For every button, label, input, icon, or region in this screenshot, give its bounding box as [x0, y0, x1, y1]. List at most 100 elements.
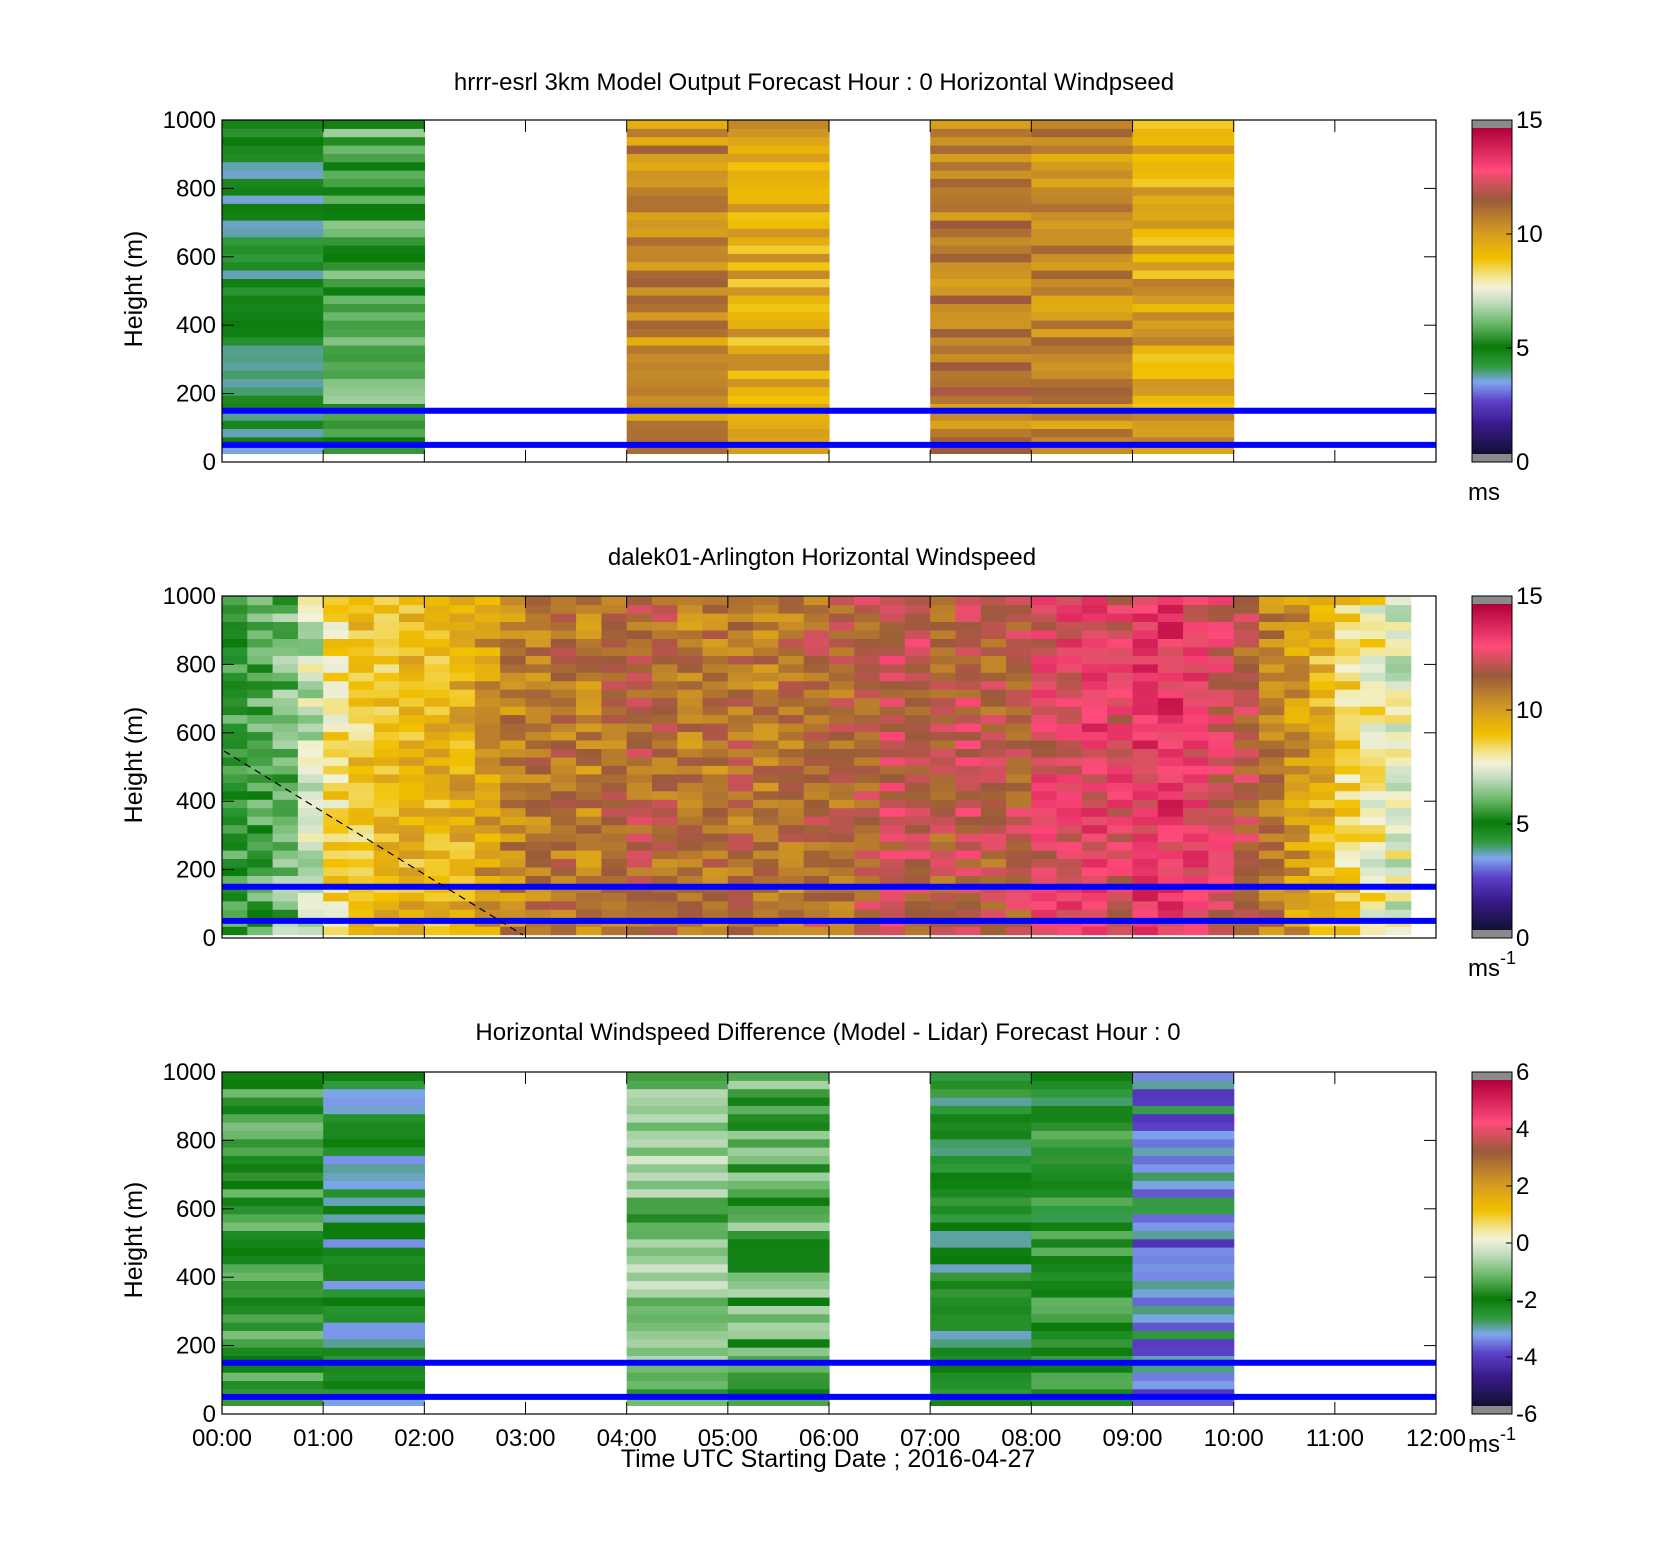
- heatmap-cell: [424, 655, 451, 665]
- heatmap-cell: [449, 892, 476, 902]
- heatmap-cell: [1183, 596, 1209, 606]
- heatmap-cell: [930, 211, 1032, 221]
- heatmap-cell: [1183, 816, 1209, 826]
- heatmap-cell: [753, 646, 779, 656]
- heatmap-cell: [727, 1122, 830, 1131]
- heatmap-cell: [601, 689, 628, 699]
- heatmap-cell: [854, 663, 881, 673]
- heatmap-cell: [1132, 858, 1159, 868]
- heatmap-cell: [1031, 295, 1134, 304]
- heatmap-cell: [727, 909, 754, 919]
- heatmap-cell: [753, 892, 779, 902]
- heatmap-cell: [1006, 663, 1032, 673]
- heatmap-cell: [247, 875, 274, 885]
- heatmap-cell: [1385, 782, 1412, 792]
- heatmap-cell: [727, 411, 830, 421]
- heatmap-cell: [297, 706, 324, 716]
- heatmap-cell: [980, 875, 1007, 885]
- heatmap-cell: [247, 621, 274, 631]
- heatmap-cell: [904, 646, 931, 656]
- heatmap-cell: [778, 612, 805, 622]
- heatmap-cell: [474, 646, 501, 656]
- heatmap-cell: [904, 773, 931, 783]
- heatmap-cell: [1081, 672, 1108, 682]
- heatmap-cell: [1006, 706, 1032, 716]
- heatmap-cell: [1208, 900, 1235, 910]
- heatmap-cell: [222, 1238, 324, 1248]
- heatmap-cell: [1031, 1347, 1134, 1356]
- heatmap-cell: [1132, 1322, 1235, 1331]
- heatmap-cell: [930, 638, 957, 648]
- heatmap-cell: [424, 714, 451, 724]
- heatmap-cell: [1360, 816, 1386, 826]
- y-tick-label: 1000: [163, 583, 216, 610]
- heatmap-cell: [652, 604, 678, 614]
- heatmap-cell: [399, 604, 425, 614]
- heatmap-cell: [525, 909, 552, 919]
- heatmap-cell: [500, 638, 527, 648]
- heatmap-cell: [474, 706, 501, 716]
- heatmap-cell: [1132, 270, 1235, 279]
- heatmap-cell: [955, 849, 982, 859]
- heatmap-cell: [1157, 892, 1184, 902]
- heatmap-cell: [1233, 723, 1260, 733]
- heatmap-cell: [323, 706, 350, 716]
- heatmap-cell: [626, 646, 653, 656]
- heatmap-cell: [222, 1297, 324, 1306]
- heatmap-cell: [727, 336, 830, 346]
- heatmap-cell: [500, 841, 527, 851]
- heatmap-cell: [500, 900, 527, 910]
- heatmap-cell: [727, 1072, 830, 1081]
- heatmap-cell: [1259, 748, 1285, 758]
- heatmap-cell: [1056, 765, 1083, 775]
- heatmap-cell: [424, 706, 451, 716]
- y-tick-label: 200: [176, 381, 216, 408]
- heatmap-cell: [323, 1255, 425, 1265]
- heatmap-cell: [1031, 278, 1134, 288]
- heatmap-cell: [601, 723, 628, 733]
- heatmap-cell: [1259, 629, 1285, 639]
- heatmap-cell: [955, 604, 982, 614]
- heatmap-cell: [222, 445, 324, 454]
- heatmap-cell: [1157, 731, 1184, 741]
- heatmap-cell: [1132, 875, 1159, 885]
- heatmap-cell: [1056, 706, 1083, 716]
- heatmap-cell: [1132, 723, 1159, 733]
- heatmap-cell: [222, 1230, 324, 1240]
- heatmap-cell: [1132, 286, 1235, 296]
- heatmap-cell: [323, 1280, 425, 1290]
- x-tick-label: 03:00: [495, 1425, 555, 1452]
- heatmap-cell: [550, 875, 577, 885]
- heatmap-cell: [854, 739, 881, 749]
- heatmap-cell: [626, 1388, 729, 1398]
- heatmap-cell: [803, 739, 830, 749]
- heatmap-cell: [854, 596, 881, 606]
- heatmap-cell: [753, 739, 779, 749]
- heatmap-cell: [1107, 773, 1134, 783]
- heatmap-cell: [652, 596, 678, 606]
- heatmap-cell: [323, 824, 350, 834]
- heatmap-cell: [1157, 596, 1184, 606]
- heatmap-cell: [1233, 604, 1260, 614]
- heatmap-cell: [702, 866, 729, 876]
- heatmap-cell: [879, 816, 906, 826]
- heatmap-cell: [272, 697, 299, 707]
- heatmap-cell: [449, 629, 476, 639]
- heatmap-cell: [803, 909, 830, 919]
- heatmap-cell: [930, 629, 957, 639]
- x-tick-label: 05:00: [698, 1425, 758, 1452]
- heatmap-cell: [474, 858, 501, 868]
- heatmap-cell: [500, 748, 527, 758]
- heatmap-cell: [1208, 706, 1235, 716]
- heatmap-cell: [1031, 1172, 1134, 1181]
- heatmap-cell: [702, 680, 729, 690]
- heatmap-cell: [854, 833, 881, 843]
- heatmap-cell: [1081, 858, 1108, 868]
- heatmap-cell: [399, 748, 425, 758]
- heatmap-cell: [930, 866, 957, 876]
- heatmap-cell: [1284, 672, 1311, 682]
- heatmap-cell: [626, 1072, 729, 1081]
- heatmap-cell: [424, 723, 451, 733]
- heatmap-cell: [1284, 816, 1311, 826]
- heatmap-cell: [727, 689, 754, 699]
